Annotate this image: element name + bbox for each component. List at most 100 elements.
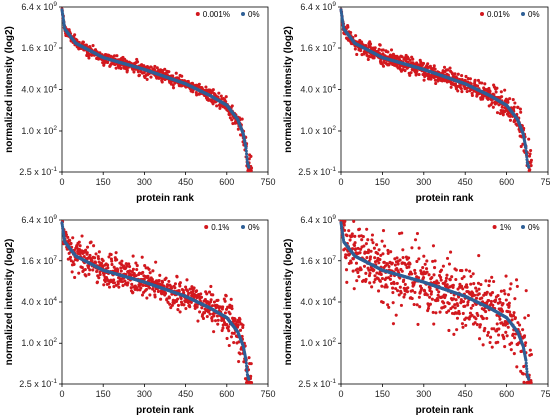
data-point — [452, 332, 456, 336]
data-point — [509, 282, 513, 286]
data-point — [490, 101, 494, 105]
data-point — [359, 49, 363, 53]
data-point — [160, 280, 165, 284]
x-tick-label: 150 — [375, 177, 390, 187]
data-point — [174, 71, 178, 75]
data-point — [415, 231, 420, 236]
data-point — [210, 319, 214, 323]
data-point — [381, 229, 386, 233]
data-point — [107, 255, 111, 259]
data-point — [470, 313, 474, 317]
data-point — [351, 269, 355, 273]
data-point — [518, 107, 522, 111]
data-point — [141, 270, 145, 275]
data-point — [221, 305, 225, 309]
data-point — [247, 356, 251, 360]
data-point — [508, 114, 512, 118]
data-point — [417, 257, 421, 261]
data-point — [529, 158, 533, 162]
data-point — [527, 165, 531, 169]
data-point — [397, 293, 401, 297]
data-point — [365, 227, 369, 231]
data-point — [200, 306, 204, 310]
data-point — [71, 260, 75, 264]
y-tick-label: 4.0 x 104 — [21, 84, 57, 95]
data-point — [377, 47, 381, 51]
data-point — [351, 247, 355, 251]
data-point — [432, 273, 436, 277]
data-point — [132, 272, 136, 276]
data-point — [375, 271, 379, 275]
data-point — [90, 258, 94, 263]
data-point — [364, 277, 368, 281]
data-point — [421, 61, 426, 66]
data-point — [88, 268, 92, 272]
legend-marker — [480, 12, 484, 16]
data-point — [203, 311, 207, 315]
data-point — [362, 264, 367, 268]
data-point — [471, 272, 475, 276]
data-point — [509, 348, 513, 352]
legend-label: 0.1% — [211, 223, 229, 232]
data-point — [361, 235, 365, 239]
data-point — [163, 67, 167, 71]
x-tick-label: 600 — [499, 389, 514, 399]
data-point — [510, 318, 514, 322]
data-point — [438, 310, 442, 314]
data-point — [148, 286, 152, 290]
data-point — [393, 263, 397, 267]
data-point — [114, 66, 118, 70]
data-point — [391, 322, 395, 326]
data-point — [195, 289, 199, 293]
data-point — [199, 295, 204, 299]
data-point — [358, 251, 362, 255]
data-point — [395, 256, 399, 260]
data-point — [486, 97, 490, 101]
data-point — [229, 297, 233, 301]
data-point — [245, 370, 249, 374]
data-point — [487, 279, 492, 283]
data-point — [468, 77, 472, 81]
data-point — [440, 79, 444, 83]
data-point — [502, 336, 506, 341]
data-point — [516, 105, 520, 109]
data-point — [514, 332, 518, 336]
data-point — [429, 292, 433, 296]
data-point — [212, 300, 216, 304]
data-point — [233, 317, 237, 321]
data-point — [165, 297, 169, 301]
data-point — [121, 283, 125, 288]
y-axis-title: normalized intensity (log2) — [4, 26, 15, 153]
data-point — [404, 263, 408, 267]
data-point — [83, 267, 87, 272]
data-point — [399, 303, 403, 307]
data-point — [93, 261, 98, 265]
data-point — [372, 268, 376, 272]
data-point — [171, 298, 176, 302]
data-point — [508, 287, 512, 291]
data-point — [149, 65, 153, 69]
data-point — [524, 146, 528, 150]
data-point — [370, 233, 375, 237]
data-point — [413, 290, 417, 294]
data-point — [167, 70, 171, 74]
data-point — [529, 164, 533, 168]
data-point — [154, 260, 158, 264]
data-point — [420, 286, 424, 291]
data-point — [247, 165, 251, 169]
data-point — [379, 272, 383, 277]
data-point — [524, 289, 528, 293]
data-point — [135, 264, 139, 268]
data-point — [410, 289, 415, 293]
data-point — [184, 285, 188, 289]
data-point — [492, 93, 496, 97]
data-point — [136, 70, 140, 74]
data-point — [178, 281, 182, 285]
data-point — [432, 322, 436, 326]
data-point — [89, 240, 93, 244]
data-point — [431, 244, 436, 248]
data-point — [400, 269, 404, 273]
data-point — [73, 33, 77, 37]
data-point — [346, 25, 350, 29]
